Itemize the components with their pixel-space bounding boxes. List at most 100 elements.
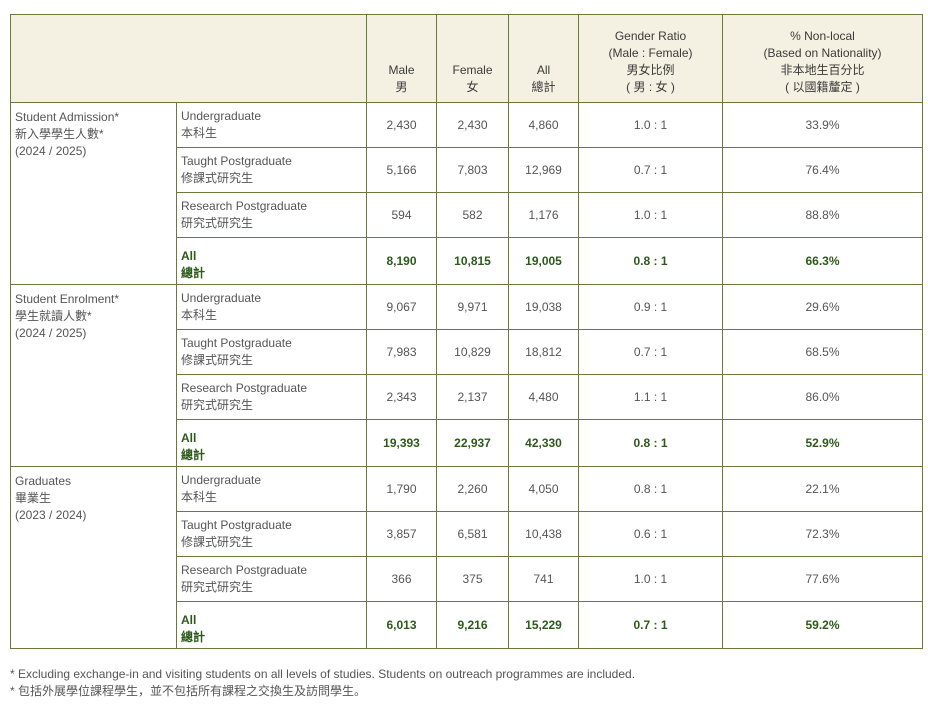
header-blank-cell bbox=[10, 14, 367, 103]
level-label-all: All 總計 bbox=[176, 601, 367, 649]
table-row: Student Admission* 新入學學生人數* (2024 / 2025) U… bbox=[10, 102, 923, 285]
level-label-research-postgraduate: Research Postgraduate 研究式研究生 bbox=[176, 192, 367, 238]
cell-ratio: 0.7 : 1 bbox=[578, 329, 723, 375]
cell-male: 8,190 bbox=[366, 237, 437, 285]
cell-nonlocal: 88.8% bbox=[722, 192, 923, 238]
cell-female: 6,581 bbox=[436, 511, 509, 557]
cell-female: 582 bbox=[436, 192, 509, 238]
section-label-title-en: Student Admission* bbox=[15, 110, 120, 124]
cell-female: 2,137 bbox=[436, 374, 509, 420]
section-label-year: (2024 / 2025) bbox=[15, 144, 87, 158]
cell-nonlocal: 66.3% bbox=[722, 237, 923, 285]
cell-ratio: 0.7 : 1 bbox=[578, 601, 723, 649]
cell-all: 4,860 bbox=[508, 102, 579, 148]
section-label-year: (2024 / 2025) bbox=[15, 326, 87, 340]
level-label-text: 研究式研究生 bbox=[181, 580, 254, 594]
cell-nonlocal: 76.4% bbox=[722, 147, 923, 193]
cell-nonlocal: 59.2% bbox=[722, 601, 923, 649]
cell-all: 42,330 bbox=[508, 419, 579, 467]
header-male: Male 男 bbox=[366, 14, 437, 103]
table-row: Research Postgraduate 研究式研究生 2,343 2,137 4,4… bbox=[11, 374, 923, 420]
cell-male: 3,857 bbox=[366, 511, 437, 557]
level-label-text: 修課式研究生 bbox=[181, 353, 254, 367]
cell-nonlocal: 52.9% bbox=[722, 419, 923, 467]
table-body: Student Admission* 新入學學生人數* (2024 / 2025) U… bbox=[10, 102, 923, 649]
section-label-title-zh: 學生就讀人數* bbox=[15, 309, 92, 323]
cell-ratio: 1.0 : 1 bbox=[578, 192, 723, 238]
header-all: All 總計 bbox=[508, 14, 579, 103]
level-label-text: Research Postgraduate bbox=[181, 199, 308, 213]
level-label-text: 修課式研究生 bbox=[181, 171, 254, 185]
cell-ratio: 1.0 : 1 bbox=[578, 102, 723, 148]
cell-all: 12,969 bbox=[508, 147, 579, 193]
level-label-undergraduate: Undergraduate 本科生 bbox=[176, 102, 367, 148]
cell-nonlocal: 22.1% bbox=[722, 466, 923, 512]
section-label-title-en: Student Enrolment* bbox=[15, 292, 120, 306]
level-label-all: All 總計 bbox=[176, 419, 367, 467]
level-label-all: All 總計 bbox=[176, 237, 367, 285]
level-label-taught-postgraduate: Taught Postgraduate 修課式研究生 bbox=[176, 329, 367, 375]
table-row: Taught Postgraduate 修課式研究生 5,166 7,803 12,96… bbox=[11, 147, 923, 193]
footnotes: * Excluding exchange-in and visiting stu… bbox=[10, 666, 635, 700]
footnote-en: * Excluding exchange-in and visiting stu… bbox=[10, 667, 636, 681]
footnote-zh: * 包括外展學位課程學生，並不包括所有課程之交換生及訪問學生。 bbox=[10, 684, 367, 698]
cell-all: 15,229 bbox=[508, 601, 579, 649]
table-row: All 總計 8,190 10,815 19,005 0.8 : 1 66.3% bbox=[11, 237, 923, 285]
section-label-title-zh: 新入學學生人數* bbox=[15, 127, 104, 141]
cell-female: 10,829 bbox=[436, 329, 509, 375]
student-statistics-table: Male 男 Female 女 All 總計 Gender Ratio (Mal… bbox=[10, 14, 923, 649]
cell-male: 2,430 bbox=[366, 102, 437, 148]
cell-female: 2,430 bbox=[436, 102, 509, 148]
section-label: Student Admission* 新入學學生人數* (2024 / 2025) bbox=[10, 102, 177, 285]
cell-nonlocal: 72.3% bbox=[722, 511, 923, 557]
level-label-text: Undergraduate bbox=[181, 473, 262, 487]
cell-female: 375 bbox=[436, 556, 509, 602]
cell-all: 19,038 bbox=[508, 284, 579, 330]
cell-ratio: 0.6 : 1 bbox=[578, 511, 723, 557]
cell-nonlocal: 77.6% bbox=[722, 556, 923, 602]
cell-female: 9,216 bbox=[436, 601, 509, 649]
level-label-text: Taught Postgraduate bbox=[181, 518, 292, 532]
cell-ratio: 0.8 : 1 bbox=[578, 237, 723, 285]
level-label-undergraduate: Undergraduate 本科生 bbox=[176, 466, 367, 512]
level-label-text: 修課式研究生 bbox=[181, 535, 254, 549]
cell-female: 2,260 bbox=[436, 466, 509, 512]
cell-female: 10,815 bbox=[436, 237, 509, 285]
level-label-text: Research Postgraduate bbox=[181, 563, 308, 577]
level-label-undergraduate: Undergraduate 本科生 bbox=[176, 284, 367, 330]
cell-all: 10,438 bbox=[508, 511, 579, 557]
table-row: Research Postgraduate 研究式研究生 594 582 1,176 1.… bbox=[11, 192, 923, 238]
level-label-text: Taught Postgraduate bbox=[181, 336, 292, 350]
cell-male: 2,343 bbox=[366, 374, 437, 420]
cell-female: 9,971 bbox=[436, 284, 509, 330]
level-label-text: All bbox=[181, 431, 197, 445]
cell-nonlocal: 68.5% bbox=[722, 329, 923, 375]
table-row: Student Enrolment* 學生就讀人數* (2024 / 2025) Un… bbox=[10, 284, 923, 467]
cell-ratio: 0.8 : 1 bbox=[578, 419, 723, 467]
cell-male: 6,013 bbox=[366, 601, 437, 649]
level-label-text: All bbox=[181, 613, 197, 627]
header-non-local: % Non-local (Based on Nationality) 非本地生百… bbox=[722, 14, 923, 103]
cell-all: 4,050 bbox=[508, 466, 579, 512]
cell-ratio: 1.1 : 1 bbox=[578, 374, 723, 420]
cell-male: 1,790 bbox=[366, 466, 437, 512]
header-female: Female 女 bbox=[436, 14, 509, 103]
cell-all: 741 bbox=[508, 556, 579, 602]
level-label-text: Undergraduate bbox=[181, 109, 262, 123]
level-label-text: 本科生 bbox=[181, 308, 218, 322]
cell-ratio: 1.0 : 1 bbox=[578, 556, 723, 602]
cell-all: 1,176 bbox=[508, 192, 579, 238]
cell-female: 7,803 bbox=[436, 147, 509, 193]
level-label-text: Undergraduate bbox=[181, 291, 262, 305]
table-row: Taught Postgraduate 修課式研究生 3,857 6,581 10,43… bbox=[11, 511, 923, 557]
level-label-text: 總計 bbox=[181, 448, 206, 462]
level-label-taught-postgraduate: Taught Postgraduate 修課式研究生 bbox=[176, 511, 367, 557]
header-gender-ratio: Gender Ratio (Male : Female) 男女比例 ( 男 : … bbox=[578, 14, 723, 103]
table-row: Graduates 畢業生 (2023 / 2024) Undergraduate 本科… bbox=[10, 466, 923, 649]
cell-male: 594 bbox=[366, 192, 437, 238]
cell-ratio: 0.7 : 1 bbox=[578, 147, 723, 193]
cell-all: 19,005 bbox=[508, 237, 579, 285]
section-label-year: (2023 / 2024) bbox=[15, 508, 87, 522]
section-label-title-zh: 畢業生 bbox=[15, 491, 52, 505]
cell-male: 19,393 bbox=[366, 419, 437, 467]
